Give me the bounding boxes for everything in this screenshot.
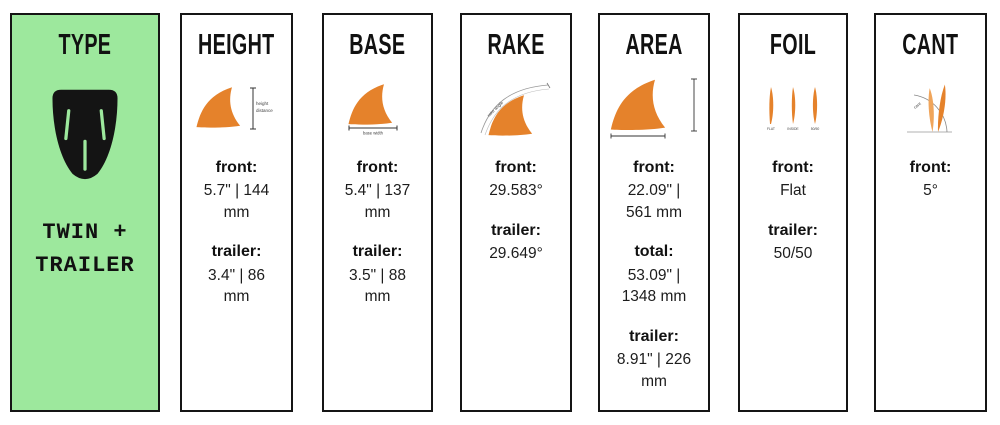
spec-value: 29.649°: [489, 245, 543, 263]
spec-value: 50/50: [773, 245, 813, 263]
fin-height-icon: height distance: [195, 67, 279, 151]
spec-value: 22.09" | 561 mm: [626, 182, 682, 221]
column-header-type: TYPE: [58, 29, 112, 61]
column-height: HEIGHT height distance front: 5.7" | 144…: [180, 13, 293, 412]
base-specs: front: 5.4" | 137 mm trailer: 3.5" | 88 …: [339, 157, 417, 308]
distance-annotation: distance: [256, 108, 273, 113]
cant-annotation: cant: [912, 100, 922, 109]
fin-area-icon: [608, 67, 700, 151]
column-rake: RAKE rake angle front: 29.583° trailer: …: [460, 13, 572, 412]
spec-label: front:: [215, 158, 258, 176]
spec-label: trailer:: [352, 243, 403, 261]
fin-rake-icon: rake angle: [478, 67, 554, 151]
column-type: TYPE TWIN + TRAILER: [10, 13, 160, 412]
cant-specs: front: 5°: [892, 157, 970, 202]
column-foil: FOIL FLAT INSIDE 50/50 front: Flat trail…: [738, 13, 848, 412]
spec-front: front: 5.7" | 144 mm: [198, 157, 276, 223]
foil-5050-annotation: 50/50: [811, 127, 820, 131]
spec-value: 8.91" | 226 mm: [616, 351, 692, 390]
spec-label: front:: [495, 158, 537, 176]
base-width-annotation: base width: [362, 130, 383, 135]
spec-trailer: trailer: 29.649°: [477, 220, 555, 265]
spec-label: trailer:: [629, 327, 679, 345]
spec-label: total:: [634, 243, 674, 261]
spec-label: trailer:: [491, 221, 541, 239]
column-header-height: HEIGHT: [198, 29, 275, 61]
spec-label: front:: [356, 158, 399, 176]
fin-base-icon: base width: [347, 67, 409, 151]
column-header-foil: FOIL: [769, 29, 817, 61]
column-area: AREA front: 22.09" | 561 mm total: 53.09…: [598, 13, 710, 412]
fin-type-name: TWIN + TRAILER: [35, 219, 135, 278]
spec-front: front: 5°: [892, 157, 970, 202]
spec-value: 53.09" | 1348 mm: [621, 266, 687, 306]
spec-front: front: 29.583°: [477, 157, 555, 202]
column-header-cant: CANT: [902, 29, 959, 61]
column-header-rake: RAKE: [487, 29, 545, 61]
foil-flat-annotation: FLAT: [767, 127, 775, 131]
spec-total: total: 53.09" | 1348 mm: [615, 241, 693, 307]
spec-value: Flat: [780, 182, 806, 200]
spec-label: front:: [633, 158, 675, 176]
cant-angle-icon: cant: [902, 67, 960, 151]
foil-specs: front: Flat trailer: 50/50: [754, 157, 832, 265]
height-specs: front: 5.7" | 144 mm trailer: 3.4" | 86 …: [198, 157, 276, 308]
spec-value: 5°: [923, 182, 938, 200]
twin-trailer-fin-setup-icon: [37, 82, 133, 194]
rake-specs: front: 29.583° trailer: 29.649°: [477, 157, 555, 265]
spec-front: front: 22.09" | 561 mm: [615, 157, 693, 223]
spec-value: 5.7" | 144 mm: [203, 182, 270, 221]
height-annotation: height: [256, 101, 269, 106]
spec-value: 5.4" | 137 mm: [344, 182, 411, 221]
spec-front: front: 5.4" | 137 mm: [339, 157, 417, 223]
spec-trailer: trailer: 50/50: [754, 220, 832, 265]
foil-inside-annotation: INSIDE: [787, 127, 799, 131]
foil-profiles-icon: FLAT INSIDE 50/50: [762, 67, 824, 151]
column-cant: CANT cant front: 5°: [874, 13, 987, 412]
spec-value: 3.5" | 88 mm: [349, 266, 406, 306]
spec-label: trailer:: [768, 221, 818, 239]
spec-label: front:: [772, 158, 814, 176]
area-specs: front: 22.09" | 561 mm total: 53.09" | 1…: [615, 157, 693, 392]
column-header-base: BASE: [349, 29, 406, 61]
column-base: BASE base width front: 5.4" | 137 mm tra…: [322, 13, 433, 412]
spec-label: trailer:: [211, 243, 262, 261]
spec-trailer: trailer: 3.5" | 88 mm: [339, 241, 417, 307]
spec-value: 3.4" | 86 mm: [208, 266, 265, 306]
spec-trailer: trailer: 3.4" | 86 mm: [198, 241, 276, 307]
spec-front: front: Flat: [754, 157, 832, 202]
spec-trailer: trailer: 8.91" | 226 mm: [615, 326, 693, 392]
column-header-area: AREA: [625, 29, 683, 61]
spec-value: 29.583°: [489, 182, 543, 200]
spec-label: front:: [909, 158, 952, 176]
